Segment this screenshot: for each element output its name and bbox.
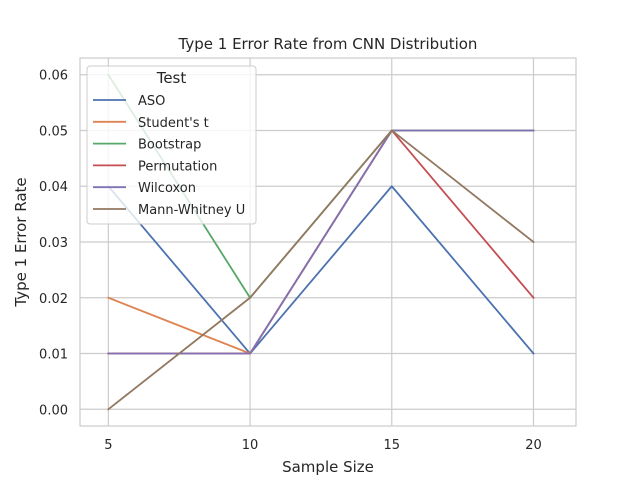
- y-tick-label: 0.02: [39, 292, 68, 307]
- y-tick-label: 0.01: [39, 348, 68, 363]
- x-tick-label: 5: [104, 438, 112, 453]
- legend-label: Permutation: [138, 159, 217, 174]
- y-axis-label: Type 1 Error Rate: [12, 177, 30, 307]
- series-line-mann-whitney-u: [107, 129, 535, 411]
- x-tick-label: 10: [242, 438, 259, 453]
- y-tick-label: 0.00: [39, 403, 68, 418]
- legend-title: Test: [156, 69, 187, 87]
- legend: Test ASO Student's t Bootstrap Permutation W…: [86, 65, 257, 225]
- x-tick-label: 15: [383, 438, 400, 453]
- y-tick-label: 0.03: [39, 236, 68, 251]
- tick-labels: 5 10 15 20 0.00 0.01 0.02 0.03 0.04 0.05 0.06: [39, 69, 542, 453]
- chart-title: Type 1 Error Rate from CNN Distribution: [178, 35, 478, 53]
- legend-items: ASO Student's t Bootstrap Permutation Wilcox…: [93, 94, 245, 218]
- legend-label: Bootstrap: [138, 138, 201, 153]
- legend-label: Student's t: [138, 116, 209, 131]
- series-line-aso: [107, 184, 535, 355]
- legend-label: ASO: [138, 94, 165, 109]
- y-tick-label: 0.06: [39, 69, 68, 84]
- axes-frame: [79, 57, 577, 427]
- y-tick-label: 0.04: [39, 180, 68, 195]
- legend-label: Wilcoxon: [138, 181, 196, 196]
- x-tick-label: 20: [525, 438, 542, 453]
- y-tick-label: 0.05: [39, 124, 68, 139]
- legend-label: Mann-Whitney U: [138, 203, 245, 218]
- plot-area-border: [79, 57, 577, 427]
- x-axis-label: Sample Size: [282, 458, 374, 476]
- legend-box: [86, 65, 257, 225]
